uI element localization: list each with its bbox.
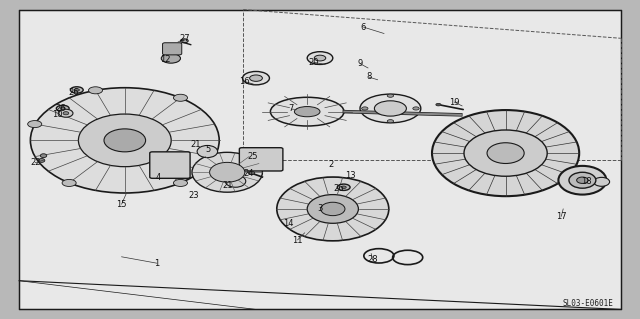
Ellipse shape	[192, 152, 262, 192]
Text: 22: 22	[30, 158, 40, 167]
Ellipse shape	[593, 177, 609, 186]
Ellipse shape	[362, 107, 368, 110]
Ellipse shape	[387, 120, 394, 123]
Text: 21: 21	[190, 140, 200, 149]
Ellipse shape	[413, 107, 419, 110]
Text: 18: 18	[582, 177, 592, 186]
Text: 25: 25	[248, 152, 258, 161]
Ellipse shape	[558, 166, 607, 195]
Ellipse shape	[341, 186, 346, 189]
Ellipse shape	[270, 97, 344, 126]
Text: 7: 7	[289, 104, 294, 113]
Text: 3: 3	[317, 204, 323, 213]
Ellipse shape	[74, 89, 79, 91]
Text: 28: 28	[367, 256, 378, 264]
Text: 27: 27	[179, 34, 189, 43]
Text: 26: 26	[68, 88, 79, 97]
Text: SL03-E0601E: SL03-E0601E	[563, 299, 613, 308]
Ellipse shape	[577, 177, 588, 183]
Ellipse shape	[63, 112, 69, 115]
Ellipse shape	[337, 184, 350, 190]
Ellipse shape	[374, 101, 406, 116]
Text: 20: 20	[308, 58, 319, 67]
Text: 12: 12	[160, 55, 170, 63]
Text: 1: 1	[154, 259, 159, 268]
Ellipse shape	[70, 87, 83, 93]
Ellipse shape	[180, 39, 188, 43]
Ellipse shape	[360, 94, 421, 123]
Ellipse shape	[294, 107, 320, 117]
Text: 24: 24	[243, 169, 253, 178]
Text: 14: 14	[283, 219, 293, 228]
Ellipse shape	[161, 54, 180, 63]
Text: 21: 21	[222, 181, 232, 189]
Ellipse shape	[88, 87, 102, 94]
Ellipse shape	[31, 88, 219, 193]
Text: 8: 8	[367, 72, 372, 81]
Ellipse shape	[250, 75, 262, 81]
Ellipse shape	[79, 114, 172, 167]
Ellipse shape	[104, 129, 146, 152]
Ellipse shape	[248, 171, 255, 174]
Text: 17: 17	[556, 212, 566, 221]
Ellipse shape	[307, 52, 333, 64]
Text: 23: 23	[189, 191, 199, 200]
Ellipse shape	[28, 121, 42, 128]
Text: 9: 9	[358, 59, 363, 68]
Text: 4: 4	[156, 173, 161, 182]
Ellipse shape	[173, 179, 188, 186]
FancyBboxPatch shape	[239, 148, 283, 171]
Text: 10: 10	[52, 110, 63, 119]
Text: 26: 26	[56, 104, 66, 113]
Ellipse shape	[307, 195, 358, 223]
Ellipse shape	[243, 71, 269, 85]
Text: 16: 16	[239, 77, 250, 86]
Ellipse shape	[314, 55, 326, 61]
Text: 15: 15	[116, 200, 127, 209]
Ellipse shape	[569, 172, 596, 188]
Text: 11: 11	[292, 236, 303, 245]
Text: 6: 6	[361, 23, 366, 32]
FancyBboxPatch shape	[150, 152, 190, 178]
Ellipse shape	[387, 94, 394, 97]
Ellipse shape	[225, 175, 246, 187]
Ellipse shape	[60, 107, 65, 110]
Text: 19: 19	[449, 98, 460, 107]
Ellipse shape	[38, 159, 45, 162]
FancyBboxPatch shape	[163, 43, 182, 55]
Text: 13: 13	[346, 171, 356, 180]
Ellipse shape	[436, 103, 441, 106]
FancyBboxPatch shape	[19, 10, 621, 309]
Ellipse shape	[197, 145, 218, 158]
Ellipse shape	[487, 143, 524, 164]
Text: 2: 2	[328, 160, 333, 169]
Ellipse shape	[321, 202, 345, 216]
Text: 5: 5	[205, 145, 211, 154]
Ellipse shape	[62, 179, 76, 186]
Ellipse shape	[210, 162, 244, 182]
Ellipse shape	[432, 110, 579, 196]
Ellipse shape	[173, 94, 188, 101]
Text: 26: 26	[334, 184, 344, 193]
Ellipse shape	[464, 130, 547, 176]
Ellipse shape	[277, 177, 389, 241]
Ellipse shape	[59, 109, 73, 117]
Ellipse shape	[56, 105, 69, 112]
Ellipse shape	[40, 154, 47, 158]
